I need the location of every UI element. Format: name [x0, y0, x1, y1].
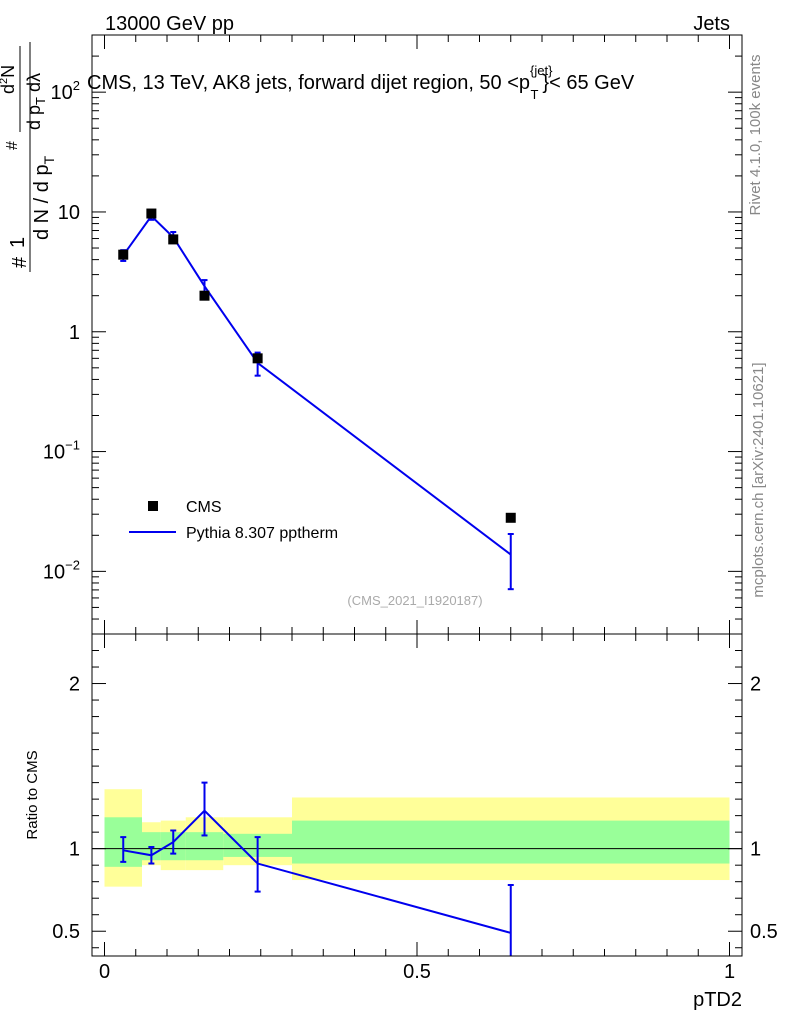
- chart-title: CMS, 13 TeV, AK8 jets, forward dijet reg…: [87, 63, 635, 102]
- ratio-y-tick-label-right: 1: [750, 839, 761, 861]
- main-plot-frame: [91, 34, 743, 635]
- svg-text:d2N: d2N: [0, 65, 18, 94]
- cms-data-point: [168, 234, 179, 245]
- main-panel: 10−2 10−1 1 10 102 CMS, 13 TeV, AK8 jets, fo…: [0, 34, 743, 635]
- category-label: Jets: [693, 13, 730, 35]
- cms-data-point: [505, 512, 516, 523]
- svg-text:d N / d pT: d N / d pT: [31, 155, 57, 240]
- energy-label: 13000 GeV pp: [105, 13, 234, 35]
- ratio-plot-frame: [91, 633, 743, 957]
- cms-data-point: [199, 290, 210, 301]
- ratio-panel: 0.5 0.5 1 1 2 2 0 0.5 1 Ratio to CMS pTD2: [24, 633, 778, 1011]
- mc-series-line: [122, 214, 512, 556]
- ratio-series-line: [123, 809, 512, 934]
- svg-text:d pT dλ: d pT dλ: [24, 73, 48, 130]
- rivet-version-note: Rivet 4.1.0, 100k events: [747, 55, 764, 216]
- ratio-y-tick-label-left: 1: [69, 839, 80, 861]
- main-y-tick-label: 102: [51, 78, 80, 104]
- main-y-tick-label: 10: [58, 202, 80, 224]
- x-tick-label: 1: [724, 961, 735, 983]
- legend-cms-label: CMS: [186, 499, 222, 516]
- x-axis-label: pTD2: [693, 989, 742, 1011]
- x-tick-label: 0.5: [403, 961, 431, 983]
- ratio-green-band: [292, 820, 730, 864]
- ratio-y-axis-label: Ratio to CMS: [24, 750, 41, 839]
- cms-data-point: [146, 208, 157, 219]
- ratio-y-tick-label-left: 0.5: [52, 921, 80, 943]
- main-y-tick-label: 1: [69, 322, 80, 344]
- cms-data-point: [118, 249, 129, 260]
- legend-cms-marker: [148, 501, 158, 511]
- main-y-axis-label: # 1 d N / d pT # d2N d pT dλ: [0, 42, 57, 272]
- ratio-y-tick-label-left: 2: [69, 674, 80, 696]
- ratio-y-tick-label-right: 0.5: [750, 921, 778, 943]
- x-tick-label: 0: [99, 961, 110, 983]
- main-y-tick-label: 10−2: [43, 557, 80, 583]
- analysis-watermark: (CMS_2021_I1920187): [347, 593, 482, 608]
- svg-text:#: #: [9, 256, 31, 268]
- svg-text:1: 1: [7, 237, 29, 248]
- legend-mc-label: Pythia 8.307 pptherm: [186, 525, 338, 542]
- svg-text:#: #: [4, 141, 21, 150]
- legend: CMS Pythia 8.307 pptherm: [129, 499, 338, 542]
- ratio-y-tick-label-right: 2: [750, 674, 761, 696]
- main-y-tick-label: 10−1: [43, 438, 80, 464]
- mcplots-credit: mcplots.cern.ch [arXiv:2401.10621]: [750, 362, 767, 597]
- cms-data-point: [252, 353, 263, 364]
- ratio-green-band: [185, 832, 224, 861]
